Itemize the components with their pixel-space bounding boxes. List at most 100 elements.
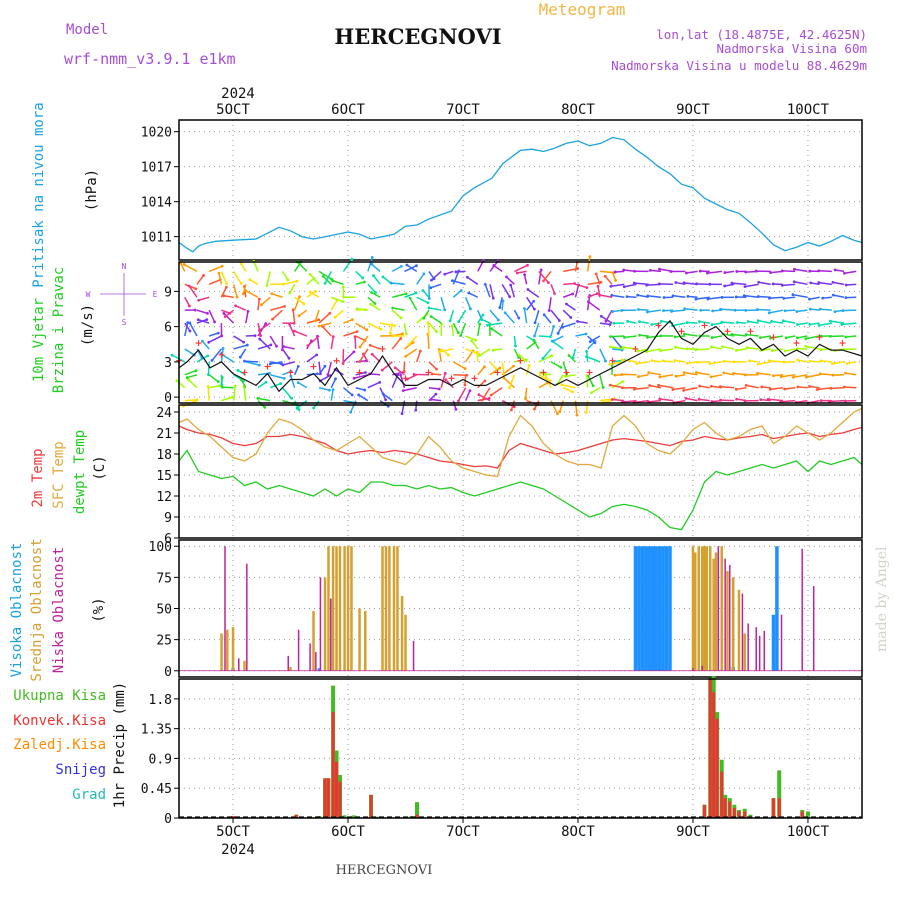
wind-vector-head bbox=[612, 321, 616, 325]
wind-vector-head bbox=[222, 294, 226, 298]
wind-vector bbox=[562, 322, 576, 328]
wind-vector bbox=[319, 374, 332, 382]
wind-vector bbox=[281, 270, 289, 281]
wind-gust-marker bbox=[816, 334, 823, 341]
clouds-srednja-oblacnost-bar bbox=[396, 546, 399, 671]
wind-vector bbox=[357, 308, 368, 311]
wind-vector bbox=[723, 372, 735, 376]
wind-ytick-label: 0 bbox=[164, 391, 172, 406]
wind-vector bbox=[223, 312, 235, 324]
clouds-srednja-oblacnost-bar bbox=[231, 627, 235, 671]
wind-vector bbox=[451, 325, 455, 337]
wind-vector bbox=[780, 399, 796, 403]
wind-vector-head bbox=[560, 383, 564, 387]
wind-vector-head bbox=[818, 372, 822, 376]
wind-vector-head bbox=[744, 270, 748, 274]
wind-vector-head bbox=[638, 320, 641, 324]
wind-vector bbox=[835, 269, 845, 273]
wind-vector-head bbox=[253, 334, 257, 338]
wind-vector bbox=[527, 288, 540, 298]
wind-vector-head bbox=[236, 368, 240, 372]
wind-vector-head bbox=[429, 398, 433, 401]
bottom-date-label: 10OCT bbox=[787, 824, 830, 840]
wind-vector bbox=[257, 344, 272, 350]
wind-vector-head bbox=[710, 336, 714, 339]
wind-vector bbox=[416, 273, 425, 285]
wind-vector bbox=[846, 361, 857, 365]
wind-vector bbox=[444, 270, 454, 275]
wind-vector-head bbox=[694, 348, 698, 352]
wind-vector-head bbox=[541, 357, 545, 360]
wind-vector-head bbox=[809, 281, 813, 285]
wind-vector bbox=[477, 366, 486, 376]
wind-vector-head bbox=[683, 307, 687, 311]
wind-vector-head bbox=[808, 269, 812, 273]
wind-vector-head bbox=[588, 340, 592, 344]
wind-vector bbox=[342, 258, 353, 272]
wind-vector-head bbox=[584, 411, 588, 414]
wind-vector bbox=[572, 348, 577, 358]
wind-vector bbox=[556, 374, 564, 385]
wind-vector-head bbox=[267, 371, 271, 375]
wind-vector bbox=[491, 328, 503, 337]
wind-vector-head bbox=[378, 380, 382, 384]
wind-vector-head bbox=[559, 365, 563, 369]
wind-vector bbox=[223, 294, 234, 298]
temp-ylabel-4: (C) bbox=[92, 455, 108, 480]
wind-vector-head bbox=[388, 332, 392, 335]
wind-vector-head bbox=[635, 362, 639, 365]
wind-vector-head bbox=[355, 330, 359, 334]
wind-vector-head bbox=[187, 284, 191, 288]
wind-vector bbox=[586, 355, 601, 363]
wind-vector bbox=[758, 281, 771, 286]
wind-vector bbox=[611, 335, 622, 348]
wind-vector-head bbox=[595, 292, 599, 296]
wind-vector-head bbox=[257, 328, 261, 332]
wind-vector bbox=[757, 372, 771, 376]
wind-vector bbox=[683, 386, 698, 392]
wind-vector bbox=[297, 381, 308, 389]
wind-vector-head bbox=[594, 272, 598, 276]
wind-vector bbox=[770, 335, 784, 339]
wind-vector-head bbox=[648, 268, 652, 272]
wind-vector-head bbox=[239, 262, 243, 266]
wind-vector-head bbox=[756, 319, 760, 323]
wind-vector-head bbox=[426, 301, 430, 305]
wind-vector bbox=[745, 384, 759, 389]
compass-south: S bbox=[122, 318, 127, 327]
wind-vector bbox=[332, 280, 344, 286]
wind-vector-head bbox=[561, 325, 564, 329]
wind-vector-head bbox=[512, 364, 515, 368]
wind-vector-head bbox=[637, 375, 640, 378]
wind-vector-head bbox=[515, 271, 519, 275]
wind-vector bbox=[684, 308, 698, 311]
wind-vector bbox=[552, 335, 564, 342]
wind-vector-head bbox=[645, 283, 649, 287]
precip-ylabel: 1hr Precip (mm) bbox=[112, 682, 128, 808]
wind-gust-marker bbox=[839, 340, 846, 347]
wind-vector bbox=[792, 293, 808, 298]
wind-vector-head bbox=[486, 323, 489, 327]
wind-vector bbox=[785, 348, 796, 352]
wind-vector bbox=[781, 374, 796, 378]
wind-vector-head bbox=[744, 309, 748, 312]
wind-vector-head bbox=[569, 316, 573, 319]
wind-vector-head bbox=[735, 397, 739, 401]
top-date-label: 7OCT bbox=[446, 102, 480, 118]
wind-vector bbox=[221, 309, 231, 314]
wind-vector bbox=[464, 374, 467, 386]
wind-vector-head bbox=[508, 295, 512, 299]
wind-vector bbox=[232, 270, 242, 284]
wind-vector bbox=[318, 322, 332, 327]
wind-vector-head bbox=[243, 289, 247, 292]
wind-vector bbox=[257, 397, 271, 402]
top-time-axis: 5OCT 6OCT 7OCT 8OCT 9OCT 10OCT bbox=[216, 102, 829, 118]
wind-vector-head bbox=[295, 406, 299, 410]
wind-vector bbox=[757, 308, 771, 311]
wind-vector bbox=[428, 386, 440, 390]
wind-vector-head bbox=[280, 348, 284, 352]
wind-vector-head bbox=[517, 356, 521, 359]
wind-vector-head bbox=[498, 366, 502, 370]
wind-vector bbox=[533, 339, 540, 350]
precip-konvek-kisa-bar bbox=[326, 778, 330, 818]
